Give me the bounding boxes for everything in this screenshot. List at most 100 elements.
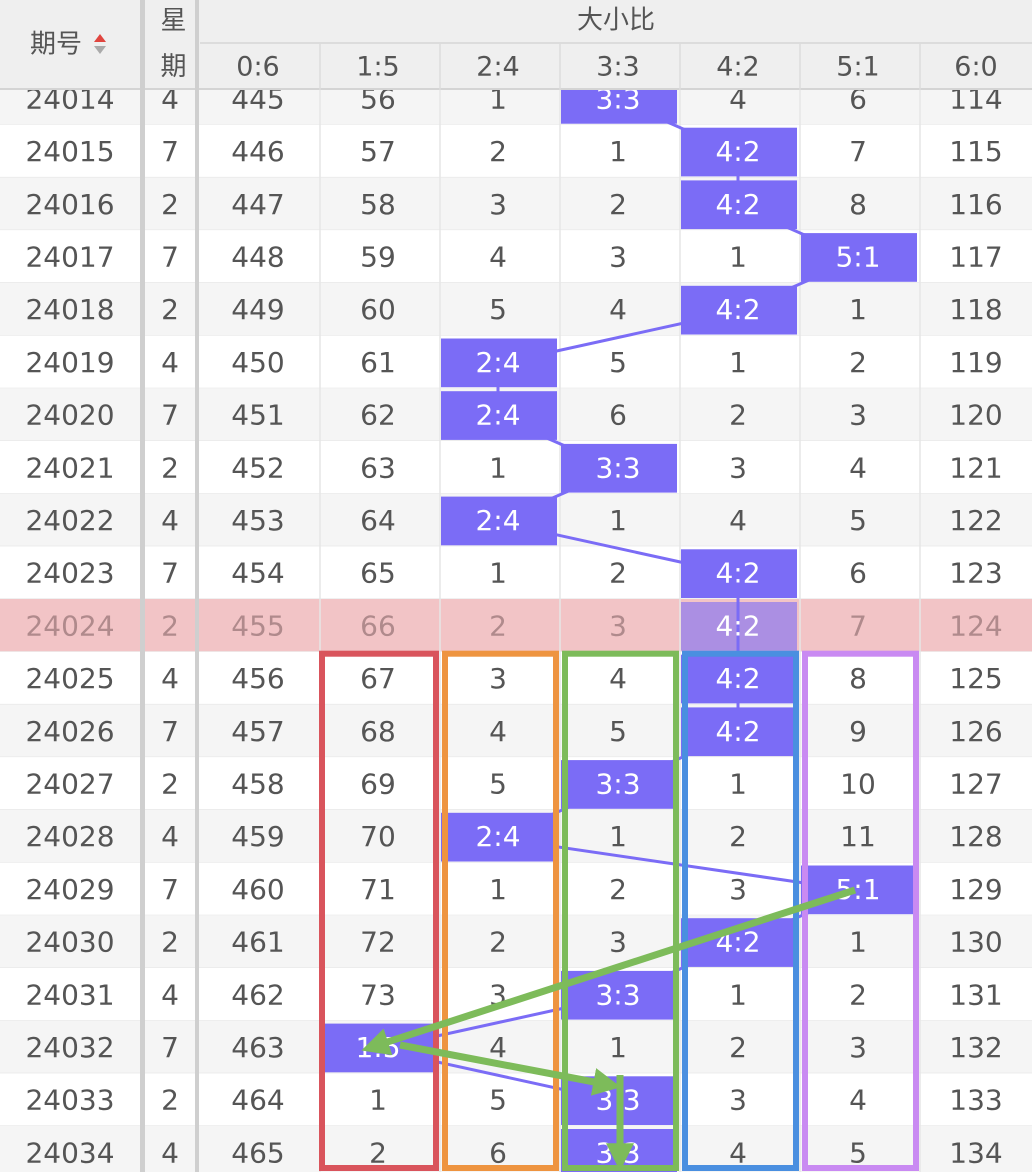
cell: 120 — [949, 399, 1002, 432]
cell: 2 — [161, 293, 179, 326]
cell: 456 — [231, 662, 284, 695]
cell: 5 — [489, 293, 507, 326]
cell: 2 — [161, 926, 179, 959]
highlight-cell — [561, 760, 677, 809]
highlight-cell — [681, 707, 797, 757]
cell: 24030 — [25, 926, 114, 959]
row-bg — [0, 124, 1032, 178]
highlight-cell — [441, 338, 557, 388]
col-sep — [140, 0, 145, 90]
cell: 4:2 — [715, 135, 760, 168]
highlight-cell — [801, 233, 917, 282]
cell: 4 — [489, 715, 507, 748]
header-col: 0:6 — [236, 52, 279, 83]
header-issue: 期号 — [30, 30, 82, 60]
cell: 7 — [161, 240, 179, 273]
cell: 451 — [231, 399, 284, 432]
cell: 2 — [849, 978, 867, 1011]
cell: 1 — [489, 873, 507, 906]
cell: 2 — [489, 609, 507, 642]
cell: 4:2 — [715, 557, 760, 590]
cell: 4 — [161, 504, 179, 537]
highlight-cell — [681, 285, 797, 335]
cell: 9 — [849, 715, 867, 748]
cell: 73 — [360, 978, 396, 1011]
cell: 1 — [609, 820, 627, 853]
cell: 5:1 — [835, 873, 880, 906]
cell: 5 — [489, 767, 507, 800]
cell: 447 — [231, 188, 284, 221]
cell: 1 — [849, 926, 867, 959]
cell: 134 — [949, 1136, 1002, 1169]
cell: 67 — [360, 662, 396, 695]
cell: 4 — [729, 82, 747, 115]
cell: 464 — [231, 1084, 284, 1117]
cell: 2 — [161, 451, 179, 484]
cell: 7 — [849, 609, 867, 642]
cell: 3 — [729, 873, 747, 906]
cell: 127 — [949, 767, 1002, 800]
cell: 4 — [161, 82, 179, 115]
cell: 24020 — [25, 399, 114, 432]
cell: 448 — [231, 240, 284, 273]
highlight-cell — [561, 443, 677, 493]
cell: 3:3 — [595, 978, 640, 1011]
cell: 4:2 — [715, 609, 760, 642]
cell: 7 — [161, 399, 179, 432]
row-bg — [0, 282, 1032, 336]
cell: 132 — [949, 1031, 1002, 1064]
cell: 4 — [849, 451, 867, 484]
cell: 62 — [360, 399, 396, 432]
cell: 454 — [231, 557, 284, 590]
cell: 3 — [609, 240, 627, 273]
cell: 117 — [949, 240, 1002, 273]
cell: 462 — [231, 978, 284, 1011]
cell: 24022 — [25, 504, 114, 537]
header-bg — [0, 0, 1032, 90]
cell: 124 — [949, 609, 1002, 642]
cell: 70 — [360, 820, 396, 853]
arrow — [399, 1041, 622, 1096]
cell: 4 — [609, 293, 627, 326]
col-sep — [140, 0, 145, 1172]
cell: 2 — [609, 873, 627, 906]
cell: 4 — [161, 1136, 179, 1169]
cell: 61 — [360, 346, 396, 379]
cell: 2 — [161, 1084, 179, 1117]
cell: 24017 — [25, 240, 114, 273]
cell: 24016 — [25, 188, 114, 221]
cell: 58 — [360, 188, 396, 221]
cell: 2 — [161, 609, 179, 642]
cell: 128 — [949, 820, 1002, 853]
cell: 2:4 — [475, 399, 520, 432]
cell: 4:2 — [715, 662, 760, 695]
cell: 63 — [360, 451, 396, 484]
cell: 4:2 — [715, 293, 760, 326]
cell: 1 — [729, 978, 747, 1011]
cell: 24027 — [25, 767, 114, 800]
cell: 5 — [849, 1136, 867, 1169]
cell: 3 — [729, 451, 747, 484]
cell: 24025 — [25, 662, 114, 695]
highlight-cell — [681, 127, 797, 177]
cell: 133 — [949, 1084, 1002, 1117]
cell: 2 — [849, 346, 867, 379]
cell: 60 — [360, 293, 396, 326]
group-box — [442, 650, 559, 1171]
cell: 7 — [161, 873, 179, 906]
cell: 4 — [161, 820, 179, 853]
cell: 64 — [360, 504, 396, 537]
cell: 4:2 — [715, 715, 760, 748]
cell: 3 — [849, 399, 867, 432]
arrow — [361, 886, 857, 1056]
highlight-cell — [681, 602, 797, 651]
cell: 66 — [360, 609, 396, 642]
highlight-cell — [681, 180, 797, 230]
cell: 24019 — [25, 346, 114, 379]
cell: 1 — [729, 346, 747, 379]
cell: 24031 — [25, 978, 114, 1011]
cell: 3 — [609, 609, 627, 642]
cell: 450 — [231, 346, 284, 379]
cell: 7 — [161, 557, 179, 590]
cell: 460 — [231, 873, 284, 906]
